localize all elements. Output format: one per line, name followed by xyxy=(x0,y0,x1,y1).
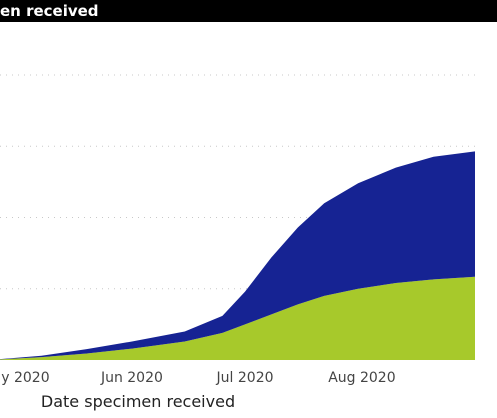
x-tick-label: May 2020 xyxy=(0,370,50,386)
area-series-1 xyxy=(0,276,475,360)
x-axis-label: Date specimen received xyxy=(41,392,235,411)
title-bar: en received xyxy=(0,0,497,22)
x-tick-label: Jul 2020 xyxy=(216,370,274,386)
x-tick-label: Aug 2020 xyxy=(328,370,395,386)
stacked-areas xyxy=(0,151,475,360)
x-tick-label: Jun 2020 xyxy=(100,370,163,386)
area-series-2 xyxy=(0,151,475,360)
chart-title: en received xyxy=(0,2,99,20)
x-axis-ticks: May 2020 Jun 2020 Jul 2020 Aug 2020 xyxy=(0,370,396,386)
